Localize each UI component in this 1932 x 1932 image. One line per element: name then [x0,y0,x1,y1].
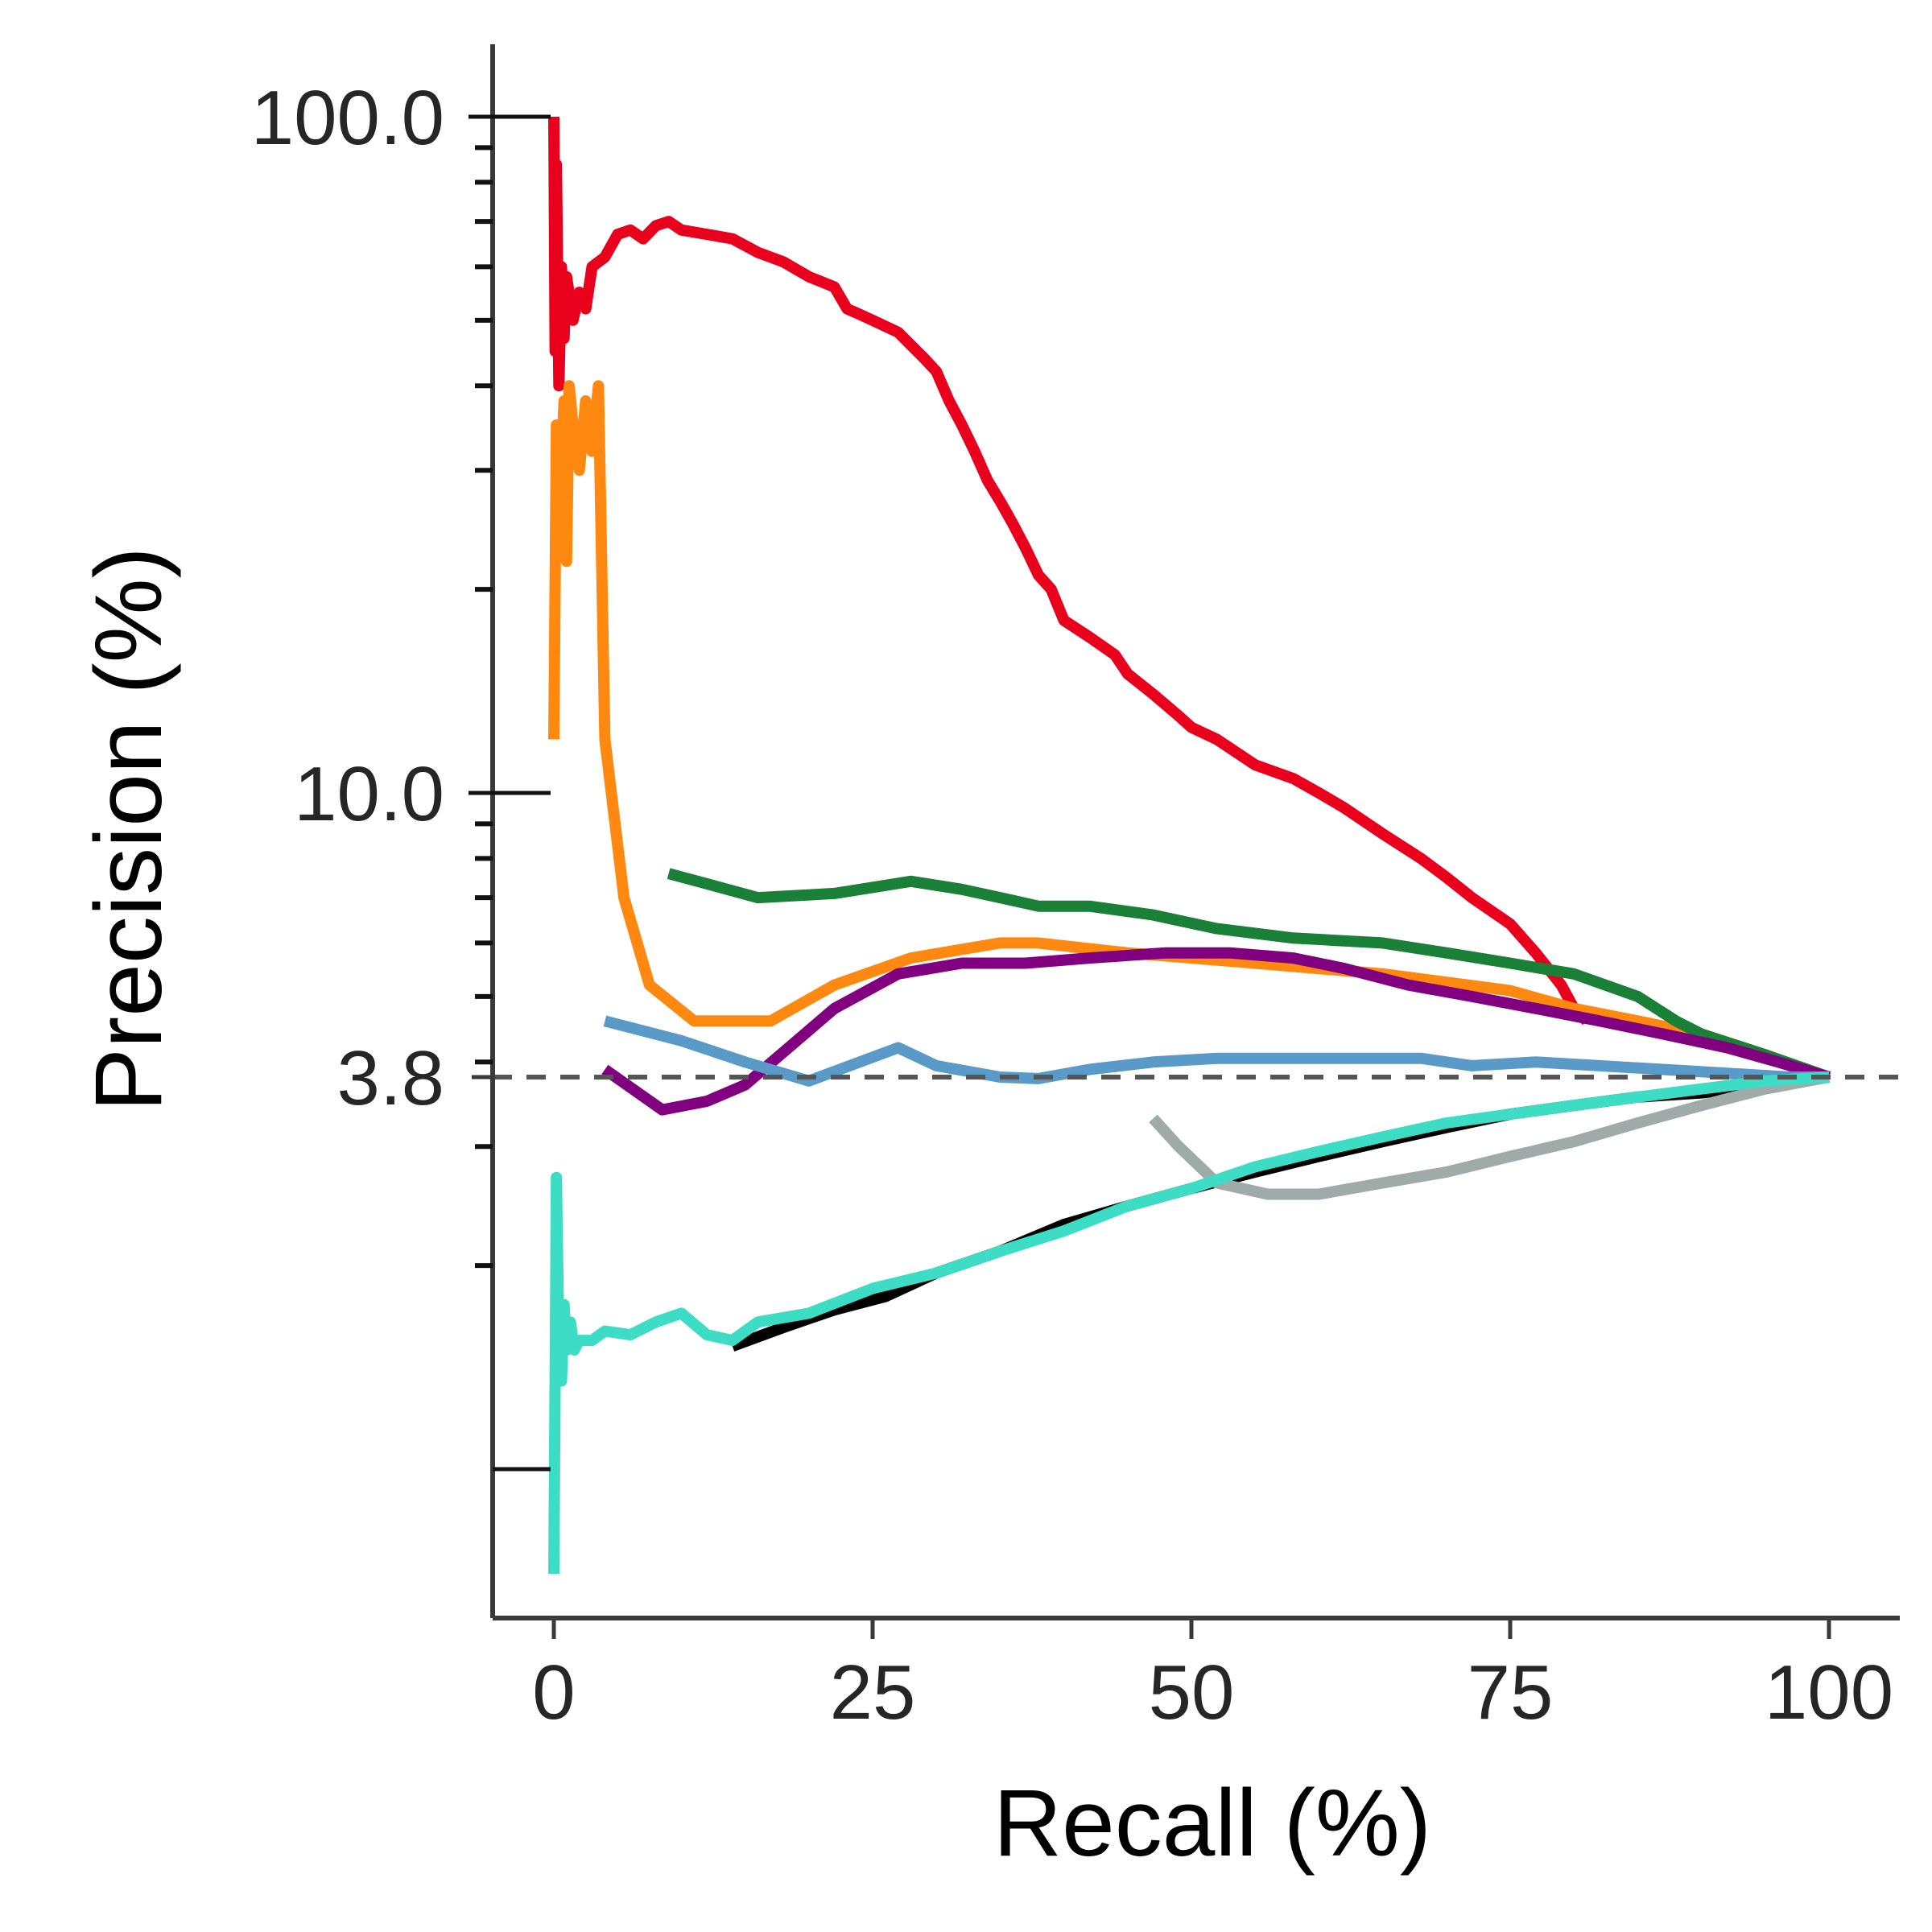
series-line-1 [548,116,1591,1026]
x-tick-label: 100 [1765,1649,1893,1736]
y-tick-label: 10.0 [294,751,444,837]
y-tick-label: 3.8 [337,1035,444,1121]
axes-layer [490,44,1900,1620]
series-layer [548,116,1831,1575]
series-line-4 [601,947,1831,1116]
series-line-2 [548,380,1831,1083]
series-line-3 [667,868,1831,1083]
series-line-5 [603,1015,1829,1087]
x-tick-label: 75 [1468,1649,1554,1736]
x-tick-label: 50 [1149,1649,1235,1736]
x-tick-label: 25 [830,1649,916,1736]
x-axis-title: Recall (%) [993,1770,1431,1876]
series-line-8 [548,1071,1830,1575]
y-axis-title: Precision (%) [76,547,182,1112]
y-tick-label: 100.0 [251,75,444,161]
x-tick-label: 0 [532,1649,575,1736]
ticks-layer: 0 25 50 75 100 100.0 10.0 3.8 [251,75,1893,1736]
